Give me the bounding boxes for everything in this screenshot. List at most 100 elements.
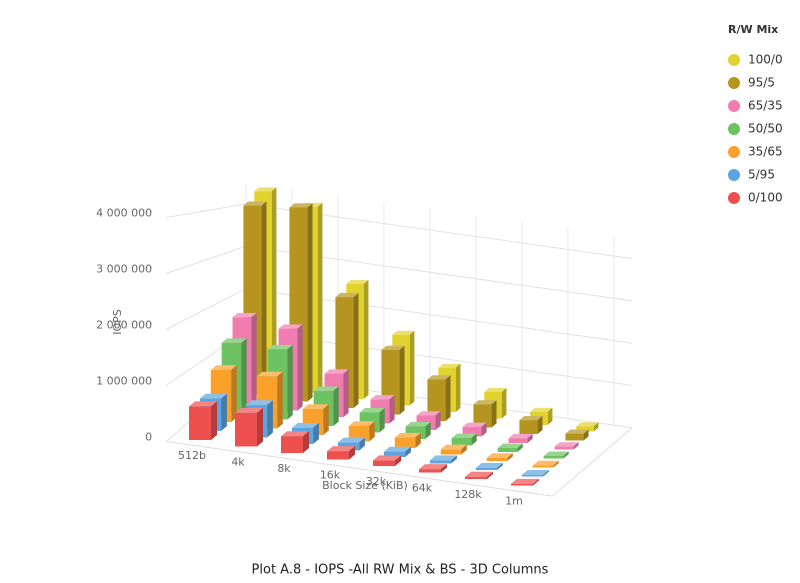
- bar-side: [271, 187, 277, 386]
- bar-side: [241, 338, 247, 413]
- bar-top: [486, 453, 513, 458]
- bar: [465, 471, 493, 479]
- bar-top: [465, 471, 493, 477]
- chart-title: Plot A.8 - IOPS -All RW Mix & BS - 3D Co…: [252, 563, 549, 578]
- bar: [497, 443, 523, 452]
- bar-side: [583, 429, 589, 441]
- bar-side: [399, 345, 405, 415]
- legend-label: 95/5: [748, 76, 775, 90]
- bar-front: [451, 437, 472, 446]
- bar-top: [394, 432, 421, 438]
- legend-title: R/W Mix: [728, 23, 778, 36]
- bar-front: [427, 379, 446, 421]
- bar-side: [307, 203, 313, 402]
- bar-top: [521, 470, 549, 475]
- bar-side: [317, 202, 323, 393]
- y-tick-label: 2 000 000: [96, 319, 152, 332]
- bar-side: [415, 432, 421, 448]
- bar-side: [507, 453, 513, 461]
- bar-side: [445, 375, 451, 421]
- bar-front: [465, 476, 487, 479]
- bar-side: [537, 416, 543, 434]
- bar-side: [221, 393, 227, 431]
- legend-label: 0/100: [748, 191, 783, 205]
- bar-side: [353, 292, 359, 408]
- legend-marker: [728, 54, 740, 66]
- bar-top: [324, 369, 349, 374]
- bar-top: [373, 455, 401, 461]
- x-tick-label: 512b: [178, 449, 206, 462]
- bar-side: [517, 443, 523, 452]
- bar: [383, 446, 411, 457]
- bar-top: [281, 431, 309, 437]
- bar-side: [543, 470, 549, 477]
- bar-front: [281, 436, 303, 453]
- bar-top: [475, 463, 503, 468]
- legend-marker: [728, 123, 740, 135]
- bar-top: [199, 393, 227, 399]
- bar-side: [395, 455, 401, 466]
- bar-side: [313, 422, 319, 444]
- bar: [440, 444, 467, 455]
- bar-top: [235, 407, 263, 413]
- bar-side: [573, 442, 579, 450]
- bar: [451, 433, 477, 446]
- bar-top: [243, 201, 267, 206]
- legend-marker: [728, 192, 740, 204]
- bar: [554, 442, 579, 450]
- bar: [373, 455, 401, 466]
- bar-side: [533, 478, 539, 486]
- bar-top: [419, 464, 447, 470]
- bar-side: [481, 422, 487, 437]
- bar-side: [257, 407, 263, 447]
- bar-side: [251, 313, 257, 404]
- bar-top: [532, 460, 559, 466]
- bar-side: [461, 444, 467, 455]
- legend-label: 100/0: [748, 53, 783, 67]
- bar-top: [381, 345, 405, 350]
- bar-side: [287, 344, 293, 420]
- bar-side: [405, 446, 411, 457]
- legend-marker: [728, 169, 740, 181]
- y-tick-label: 1 000 000: [96, 375, 152, 388]
- bar-side: [389, 395, 395, 424]
- bar-front: [519, 420, 538, 434]
- x-axis-title: Block Size (KiB): [322, 479, 408, 492]
- legend-label: 50/50: [748, 122, 783, 136]
- bar: [327, 446, 355, 460]
- grid-line: [165, 245, 633, 302]
- bar-top: [508, 433, 533, 439]
- bar-front: [565, 433, 584, 441]
- bar-front: [440, 449, 462, 455]
- bar-front: [521, 474, 544, 477]
- bar-top: [221, 338, 247, 343]
- bar-top: [327, 446, 355, 452]
- bar-side: [349, 446, 355, 460]
- bar-front: [373, 460, 395, 466]
- bar-side: [211, 401, 217, 440]
- bar-top: [429, 455, 457, 461]
- x-tick-label: 8k: [277, 462, 291, 475]
- bar-side: [231, 365, 237, 422]
- bar-front: [532, 465, 554, 468]
- legend-marker: [728, 77, 740, 89]
- grid-line: [166, 203, 633, 260]
- bar: [521, 470, 549, 477]
- bar-side: [491, 400, 497, 428]
- bar-top: [576, 422, 599, 427]
- y-tick-label: 3 000 000: [96, 263, 152, 276]
- bar-side: [409, 330, 415, 406]
- bar-front: [473, 404, 492, 428]
- bar-top: [210, 365, 237, 370]
- bar-top: [416, 411, 441, 416]
- bar-top: [438, 363, 461, 368]
- floor-edge: [166, 427, 633, 497]
- bar-top: [313, 386, 339, 391]
- bar-top: [565, 429, 589, 434]
- bar-side: [369, 421, 375, 442]
- bar: [427, 375, 451, 421]
- bar-front: [394, 437, 416, 448]
- bar: [532, 460, 559, 468]
- x-tick-label: 4k: [231, 456, 245, 469]
